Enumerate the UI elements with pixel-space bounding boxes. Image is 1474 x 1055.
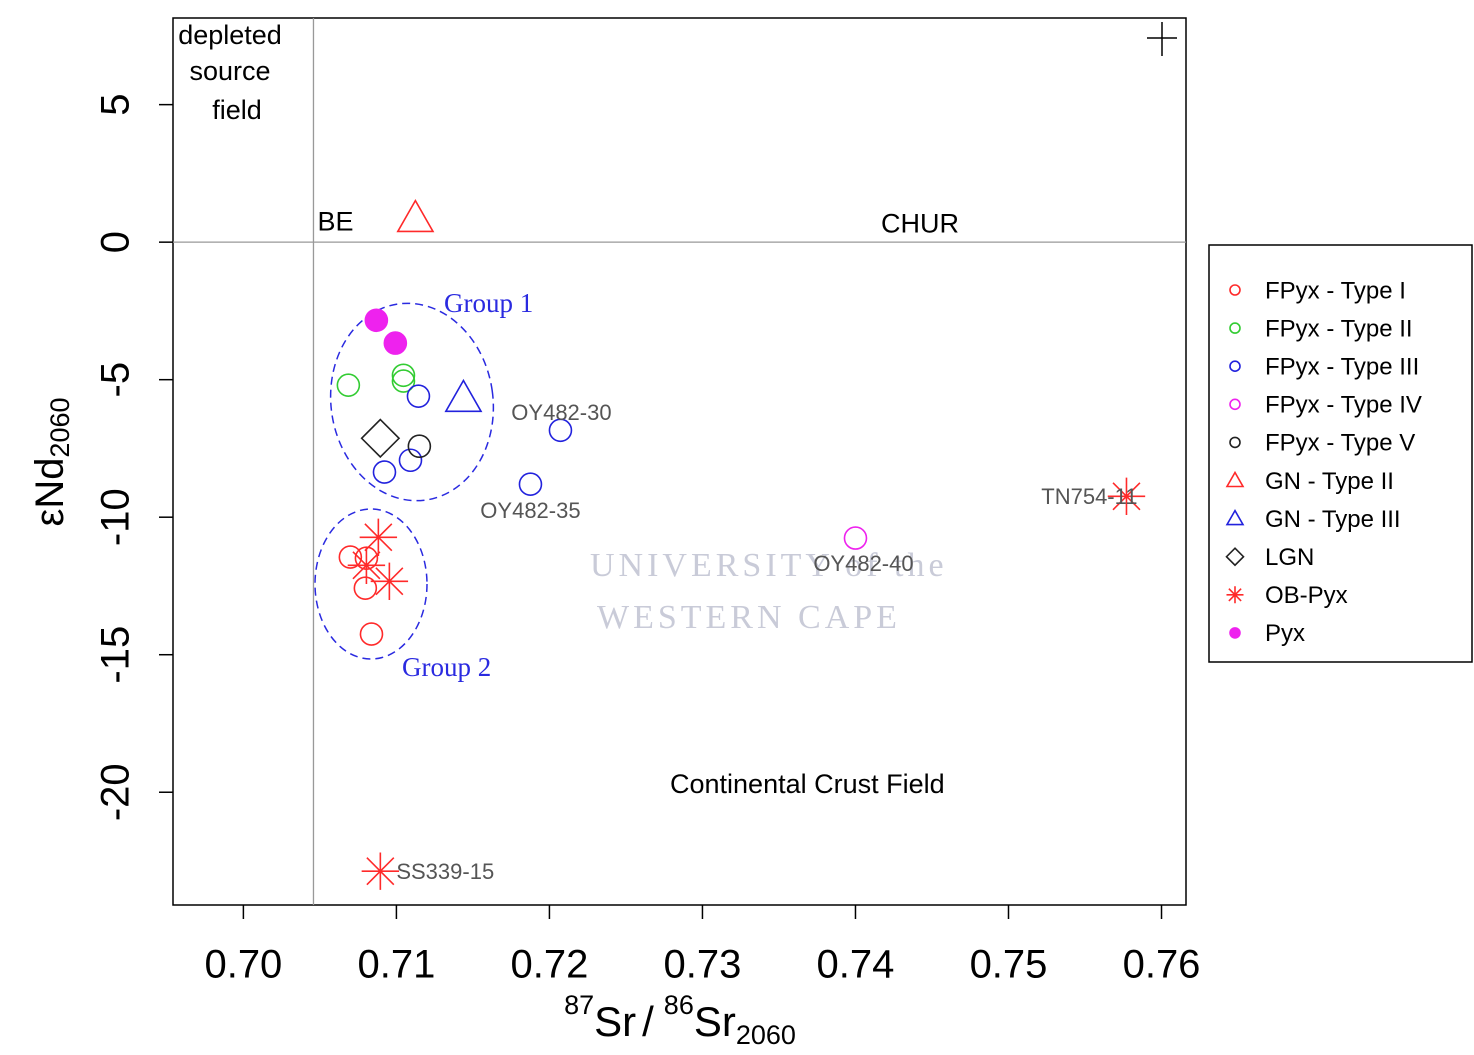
y-tick-label: -20	[94, 763, 138, 821]
point	[407, 385, 429, 407]
cross-marker	[1147, 22, 1177, 56]
point	[362, 852, 399, 889]
legend-label: LGN	[1265, 544, 1314, 571]
point	[360, 519, 397, 556]
legend-label: FPyx - Type IV	[1265, 392, 1422, 419]
point	[348, 547, 385, 584]
reference-label: CHUR	[881, 208, 959, 238]
y-tick-label: -5	[94, 362, 138, 398]
watermark: WESTERN CAPE	[597, 599, 901, 636]
point	[360, 623, 382, 645]
x-tick-label: 0.75	[970, 943, 1048, 987]
y-tick-label: -10	[94, 488, 138, 546]
x-tick-label: 0.73	[664, 943, 742, 987]
legend-marker	[1227, 586, 1244, 603]
point	[371, 563, 408, 600]
annotation: source	[189, 56, 270, 86]
point	[519, 473, 541, 495]
group-label: Group 1	[444, 288, 533, 318]
legend-label: Pyx	[1265, 620, 1305, 647]
point	[337, 374, 359, 396]
point-label: TN754-11	[1041, 484, 1137, 509]
point	[365, 309, 387, 331]
x-label-sub: 2060	[736, 1020, 796, 1050]
y-tick-label: 5	[94, 94, 138, 116]
point	[398, 201, 433, 232]
x-label-main: Sr	[694, 998, 736, 1045]
point-label: OY482-40	[813, 551, 913, 576]
legend-label: OB-Pyx	[1265, 582, 1348, 609]
y-axis-label: εNd2060	[28, 397, 76, 526]
point	[354, 577, 376, 599]
annotation: field	[212, 95, 262, 125]
x-tick-label: 0.70	[204, 943, 282, 987]
x-tick-label: 0.72	[511, 943, 589, 987]
point	[446, 381, 481, 412]
point	[373, 461, 395, 483]
legend-label: FPyx - Type I	[1265, 277, 1406, 304]
legend-label: FPyx - Type III	[1265, 354, 1419, 381]
y-tick-label: 0	[94, 231, 138, 253]
x-tick-label: 0.76	[1123, 943, 1201, 987]
point	[844, 527, 866, 549]
x-tick-label: 0.74	[817, 943, 895, 987]
point	[384, 332, 406, 354]
x-label-sup: 87	[564, 990, 594, 1020]
group-label: Group 2	[402, 652, 491, 682]
x-label-main: Sr	[594, 998, 636, 1045]
x-label-slash: /	[642, 998, 654, 1045]
x-axis-label: 87Sr/86Sr2060	[564, 990, 796, 1050]
legend-marker	[1230, 628, 1240, 638]
group-ellipse	[315, 509, 427, 659]
x-label-sup: 86	[664, 990, 694, 1020]
point-label: OY482-30	[511, 400, 611, 425]
y-label-sub: 2060	[45, 397, 75, 457]
chart: UNIVERSITY of the WESTERN CAPE Group 1 G…	[0, 0, 1474, 1055]
y-label-main: εNd	[28, 458, 72, 527]
annotation: Continental Crust Field	[670, 769, 945, 799]
group-ellipse	[318, 293, 506, 512]
legend-label: GN - Type III	[1265, 506, 1401, 533]
legend-label: FPyx - Type V	[1265, 430, 1415, 457]
point-label: SS339-15	[396, 859, 494, 884]
y-tick-label: -15	[94, 626, 138, 684]
reference-label: BE	[317, 206, 353, 236]
x-tick-label: 0.71	[357, 943, 435, 987]
legend-label: FPyx - Type II	[1265, 315, 1413, 342]
legend-label: GN - Type II	[1265, 468, 1394, 495]
annotation: depleted	[178, 20, 282, 50]
point	[362, 420, 399, 457]
point	[392, 364, 414, 386]
point-label: OY482-35	[480, 498, 580, 523]
